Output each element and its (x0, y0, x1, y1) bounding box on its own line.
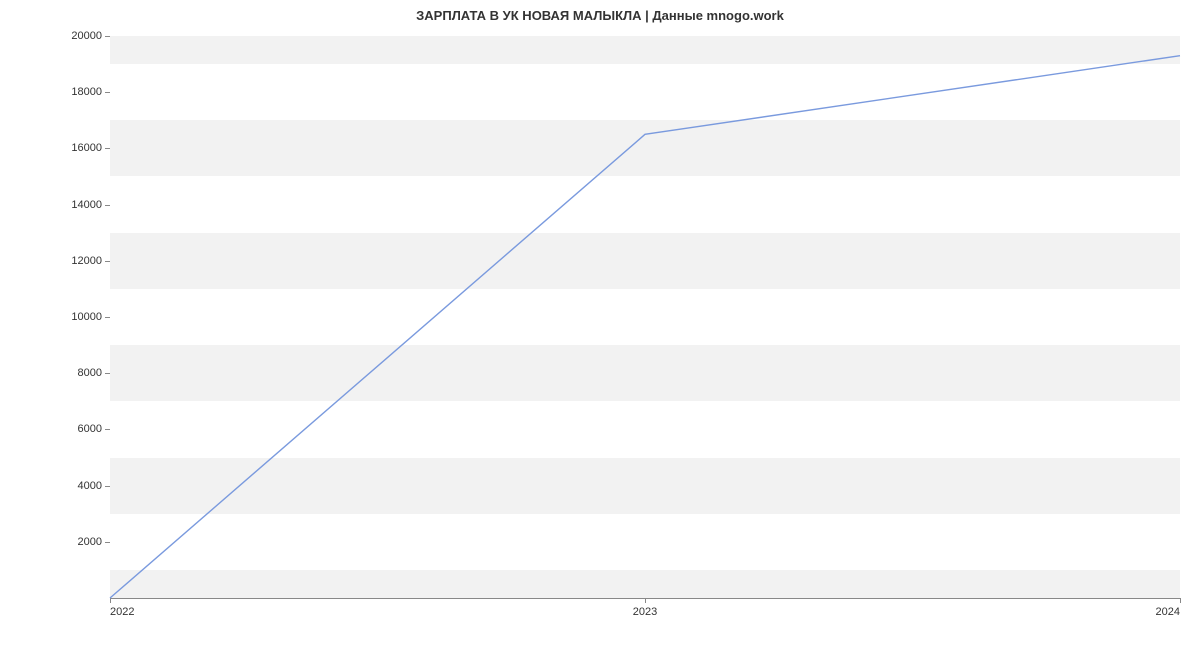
y-tick-label: 6000 (78, 423, 102, 435)
y-tick-label: 8000 (78, 367, 102, 379)
x-tick-mark (645, 598, 646, 603)
y-tick-label: 4000 (78, 480, 102, 492)
y-tick-label: 16000 (71, 142, 102, 154)
x-tick-mark (110, 598, 111, 603)
y-tick-label: 12000 (71, 255, 102, 267)
y-tick-label: 10000 (71, 311, 102, 323)
chart-title: ЗАРПЛАТА В УК НОВАЯ МАЛЫКЛА | Данные mno… (0, 8, 1200, 23)
chart-container: ЗАРПЛАТА В УК НОВАЯ МАЛЫКЛА | Данные mno… (0, 0, 1200, 650)
plot-area: 2000400060008000100001200014000160001800… (110, 36, 1180, 598)
x-tick-label: 2024 (1156, 606, 1180, 618)
y-tick-label: 14000 (71, 199, 102, 211)
y-tick-label: 2000 (78, 536, 102, 548)
series-line-salary (110, 56, 1180, 598)
x-tick-label: 2022 (110, 606, 134, 618)
y-tick-label: 20000 (71, 30, 102, 42)
series-layer (110, 36, 1180, 598)
y-tick-label: 18000 (71, 86, 102, 98)
x-tick-label: 2023 (633, 606, 657, 618)
x-tick-mark (1180, 598, 1181, 603)
